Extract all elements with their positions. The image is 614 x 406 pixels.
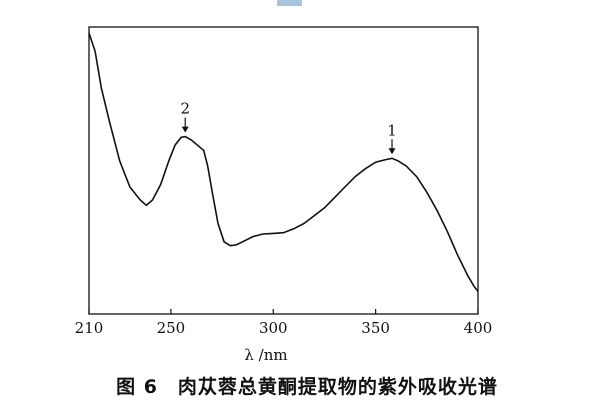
x-axis-ticks: 210 250 300 350 400 (75, 309, 493, 337)
peak-label: 2 (180, 100, 190, 118)
x-tick-label: 350 (361, 319, 390, 337)
plot-frame (88, 26, 479, 315)
x-tick-label: 400 (464, 319, 493, 337)
top-accent-bar (277, 0, 302, 6)
spectrum-line (88, 32, 479, 292)
x-tick-label: 210 (75, 319, 104, 337)
x-axis-label: λ /nm (244, 346, 287, 364)
peak-label: 1 (387, 121, 397, 139)
peak-annotations: 21 (180, 100, 397, 155)
peak-annotation: 2 (180, 100, 190, 133)
peak-annotation: 1 (387, 121, 397, 155)
peak-arrow-head (181, 126, 189, 133)
x-tick-label: 250 (157, 319, 186, 337)
figure-caption: 图 6 肉苁蓉总黄酮提取物的紫外吸收光谱 (116, 376, 498, 398)
x-tick-label: 300 (259, 319, 288, 337)
peak-arrow-head (388, 148, 396, 155)
